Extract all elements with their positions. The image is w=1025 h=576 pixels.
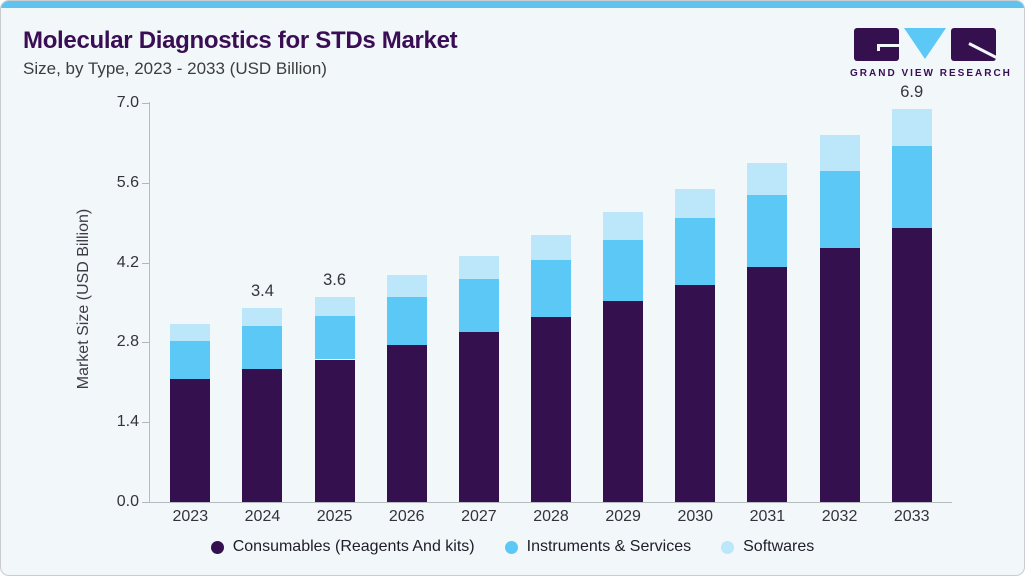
y-tick-mark — [142, 182, 149, 184]
gvr-logo-mark — [850, 28, 1000, 62]
bar-value-label: 3.6 — [323, 270, 347, 289]
bar-segment — [458, 332, 499, 502]
y-tick-label: 4.2 — [116, 253, 139, 271]
bar-segment — [386, 296, 427, 345]
bar-segment — [531, 317, 571, 502]
bar-segment — [242, 326, 283, 370]
bar-value-label: 3.4 — [250, 282, 274, 301]
bar-segment — [819, 170, 860, 249]
legend-swatch-icon — [721, 540, 735, 554]
bar-segment — [747, 194, 788, 267]
bar-value-label: 6.9 — [900, 82, 924, 101]
bar-segment — [386, 274, 427, 297]
y-tick-mark — [142, 262, 149, 264]
y-tick-label: 0.0 — [116, 493, 139, 510]
x-tick-label: 2023 — [172, 508, 209, 525]
y-tick-label: 7.0 — [116, 94, 139, 111]
y-axis-line — [149, 102, 150, 502]
bar-segment — [314, 315, 355, 360]
bar-segment — [386, 344, 427, 502]
legend-swatch-icon — [504, 540, 518, 554]
x-tick-label: 2027 — [461, 508, 497, 525]
x-axis-line — [149, 502, 952, 503]
y-tick-label: 2.8 — [116, 333, 139, 351]
bar-segment — [603, 240, 644, 302]
y-tick-label: 1.4 — [116, 413, 139, 431]
bar-segment — [675, 188, 716, 219]
logo-letter-v-icon — [904, 28, 946, 59]
bar-segment — [170, 379, 211, 502]
bar-segment — [819, 248, 860, 502]
bar-segment — [603, 301, 644, 502]
gvr-logo: GRAND VIEW RESEARCH — [850, 28, 1012, 79]
y-tick-mark — [142, 422, 149, 424]
bar-segment — [675, 218, 716, 285]
bar-segment — [747, 266, 788, 502]
x-tick-label: 2033 — [893, 508, 930, 525]
bar-segment — [891, 108, 932, 146]
y-tick-mark — [142, 502, 149, 503]
chart-title: Molecular Diagnostics for STDs Market — [23, 27, 458, 54]
gvr-logo-text: GRAND VIEW RESEARCH — [850, 68, 1012, 79]
bar-segment — [314, 296, 355, 316]
legend-label: Instruments & Services — [526, 538, 692, 555]
bar-segment — [170, 324, 211, 342]
x-tick-label: 2025 — [316, 508, 353, 525]
bar-segment — [458, 279, 499, 333]
bar-segment — [891, 145, 932, 229]
legend-label: Softwares — [743, 538, 815, 555]
top-accent-bar — [1, 1, 1024, 8]
bar-segment — [242, 308, 283, 327]
legend-label: Consumables (Reagents And kits) — [232, 538, 475, 555]
y-tick-mark — [142, 103, 149, 104]
legend-item: Consumables (Reagents And kits) — [210, 538, 475, 556]
x-tick-label: 2028 — [533, 508, 569, 525]
x-tick-label: 2031 — [749, 508, 786, 525]
bar-segment — [675, 284, 716, 502]
bar-segment — [747, 162, 788, 195]
x-tick-label: 2026 — [388, 508, 425, 525]
bar-segment — [531, 234, 571, 261]
bar-segment — [458, 255, 499, 280]
logo-letter-r — [951, 28, 996, 61]
chart-subtitle: Size, by Type, 2023 - 2033 (USD Billion) — [23, 59, 327, 78]
bar-segment — [170, 341, 211, 380]
bar-segment — [242, 369, 283, 502]
bar-segment — [603, 212, 644, 241]
y-tick-mark — [142, 342, 149, 344]
legend-item: Instruments & Services — [504, 538, 692, 556]
bar-segment — [531, 260, 571, 318]
bar-segment — [891, 228, 932, 502]
x-tick-label: 2032 — [821, 508, 858, 525]
bar-segment — [819, 135, 860, 171]
logo-letter-g — [854, 28, 899, 61]
legend: Consumables (Reagents And kits) Instrumen… — [1, 538, 1024, 556]
legend-swatch-icon — [210, 540, 224, 554]
bar-segment — [314, 359, 355, 502]
legend-item: Softwares — [721, 538, 814, 556]
x-tick-label: 2029 — [605, 508, 641, 525]
x-tick-label: 2024 — [244, 508, 281, 525]
x-tick-label: 2030 — [677, 508, 714, 525]
y-tick-label: 5.6 — [116, 173, 139, 191]
